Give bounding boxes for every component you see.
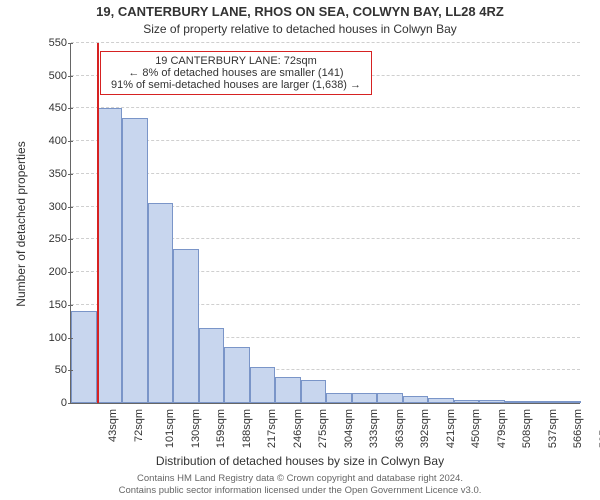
x-tick-label: 101sqm [164, 409, 176, 448]
footer-attribution: Contains HM Land Registry data © Crown c… [10, 473, 590, 496]
reference-line [97, 43, 99, 403]
histogram-bar [301, 380, 327, 403]
histogram-bar [428, 398, 454, 403]
y-tick-label: 400 [27, 135, 67, 147]
y-tick-label: 350 [27, 168, 67, 180]
histogram-bar [97, 108, 123, 403]
histogram-bar [454, 400, 480, 403]
x-tick-label: 537sqm [547, 409, 559, 448]
x-tick-label: 333sqm [368, 409, 380, 448]
histogram-bar [173, 249, 199, 403]
x-tick-label: 246sqm [292, 409, 304, 448]
histogram-bar [377, 393, 403, 403]
x-tick-label: 43sqm [107, 409, 119, 442]
histogram-bar [148, 203, 174, 403]
y-tick-label: 50 [27, 364, 67, 376]
y-tick-label: 100 [27, 332, 67, 344]
histogram-bar [352, 393, 378, 403]
histogram-bar [556, 401, 582, 403]
x-tick-label: 508sqm [521, 409, 533, 448]
chart-plot-area [70, 44, 580, 404]
y-tick-label: 450 [27, 102, 67, 114]
histogram-bar [224, 347, 250, 403]
y-tick-label: 250 [27, 233, 67, 245]
histogram-bar [326, 393, 352, 403]
x-tick-label: 450sqm [470, 409, 482, 448]
y-tick-label: 550 [27, 37, 67, 49]
callout-line3: 91% of semi-detached houses are larger (… [107, 79, 365, 91]
histogram-bar [403, 396, 429, 403]
x-tick-label: 304sqm [343, 409, 355, 448]
chart-title-address: 19, CANTERBURY LANE, RHOS ON SEA, COLWYN… [0, 4, 600, 19]
y-tick-label: 200 [27, 266, 67, 278]
y-tick-label: 150 [27, 299, 67, 311]
histogram-bar [122, 118, 148, 403]
y-tick-label: 300 [27, 201, 67, 213]
callout-line2: ← 8% of detached houses are smaller (141… [107, 67, 365, 79]
x-tick-label: 421sqm [445, 409, 457, 448]
histogram-bar [479, 400, 505, 403]
y-tick-label: 500 [27, 70, 67, 82]
callout-box: 19 CANTERBURY LANE: 72sqm ← 8% of detach… [100, 51, 372, 95]
x-tick-label: 159sqm [215, 409, 227, 448]
histogram-bar [71, 311, 97, 403]
histogram-bar [505, 401, 531, 403]
x-tick-label: 392sqm [419, 409, 431, 448]
x-tick-label: 188sqm [241, 409, 253, 448]
chart-subtitle: Size of property relative to detached ho… [0, 22, 600, 36]
histogram-bar [199, 328, 225, 403]
x-axis-label: Distribution of detached houses by size … [0, 454, 600, 468]
x-tick-label: 275sqm [317, 409, 329, 448]
histogram-bar [250, 367, 276, 403]
x-tick-label: 363sqm [394, 409, 406, 448]
gridline-h [71, 107, 580, 108]
page-container: { "title_line1": "19, CANTERBURY LANE, R… [0, 0, 600, 500]
gridline-h [71, 42, 580, 43]
footer-line1: Contains HM Land Registry data © Crown c… [10, 473, 590, 484]
x-tick-label: 479sqm [496, 409, 508, 448]
footer-line2: Contains public sector information licen… [10, 485, 590, 496]
histogram-bar [530, 401, 556, 403]
x-tick-label: 566sqm [572, 409, 584, 448]
x-tick-label: 217sqm [266, 409, 278, 448]
histogram-bar [275, 377, 301, 403]
callout-line1: 19 CANTERBURY LANE: 72sqm [107, 55, 365, 67]
y-tick-label: 0 [27, 397, 67, 409]
y-axis-label: Number of detached properties [14, 141, 28, 306]
x-tick-label: 72sqm [133, 409, 145, 442]
x-tick-label: 130sqm [190, 409, 202, 448]
